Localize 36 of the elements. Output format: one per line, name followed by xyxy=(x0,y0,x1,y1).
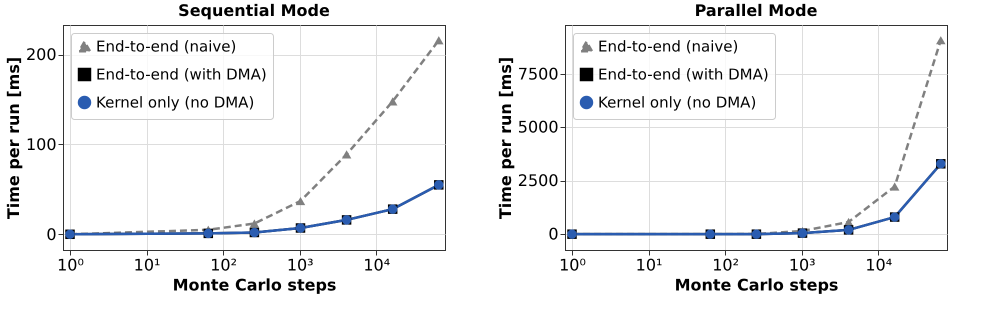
x-tick-label: 10² xyxy=(210,256,238,274)
x-tick-label: 10⁴ xyxy=(865,256,892,274)
x-tick-label: 10³ xyxy=(286,256,314,274)
point xyxy=(388,97,398,106)
x-tick-label: 10¹ xyxy=(134,256,160,274)
point xyxy=(342,150,352,158)
x-tick-label: 10⁰ xyxy=(57,256,84,274)
legend-label: End-to-end (with DMA) xyxy=(598,66,769,84)
chart-title: Parallel Mode xyxy=(694,1,818,20)
point xyxy=(890,182,900,191)
point xyxy=(434,36,444,44)
y-tick-label: 5000 xyxy=(518,118,558,137)
legend-label: End-to-end (with DMA) xyxy=(96,66,267,84)
legend-label: End-to-end (naive) xyxy=(598,38,738,56)
x-tick-label: 10¹ xyxy=(636,256,662,274)
x-tick-label: 10² xyxy=(712,256,740,274)
y-tick-label: 100 xyxy=(26,134,56,154)
y-tick-label: 0 xyxy=(548,224,558,244)
legend-label: Kernel only (no DMA) xyxy=(96,94,254,112)
point xyxy=(296,196,306,206)
y-tick-label: 2500 xyxy=(518,171,558,190)
y-axis-title: Time per run [ms] xyxy=(496,56,515,220)
point xyxy=(936,36,946,44)
y-axis-title: Time per run [ms] xyxy=(4,56,23,220)
x-tick-label: 10⁴ xyxy=(363,256,390,274)
x-tick-label: 10⁰ xyxy=(559,256,586,274)
y-tick-label: 0 xyxy=(46,224,56,244)
chart-title: Sequential Mode xyxy=(178,1,330,20)
legend-label: End-to-end (naive) xyxy=(96,38,236,56)
y-tick-label: 7500 xyxy=(518,64,558,84)
legend-label: Kernel only (no DMA) xyxy=(598,94,756,112)
x-tick-label: 10³ xyxy=(788,256,816,274)
point xyxy=(250,219,260,228)
y-tick-label: 200 xyxy=(26,45,56,64)
x-axis-title: Monte Carlo steps xyxy=(674,276,838,294)
x-axis-title: Monte Carlo steps xyxy=(172,276,336,294)
